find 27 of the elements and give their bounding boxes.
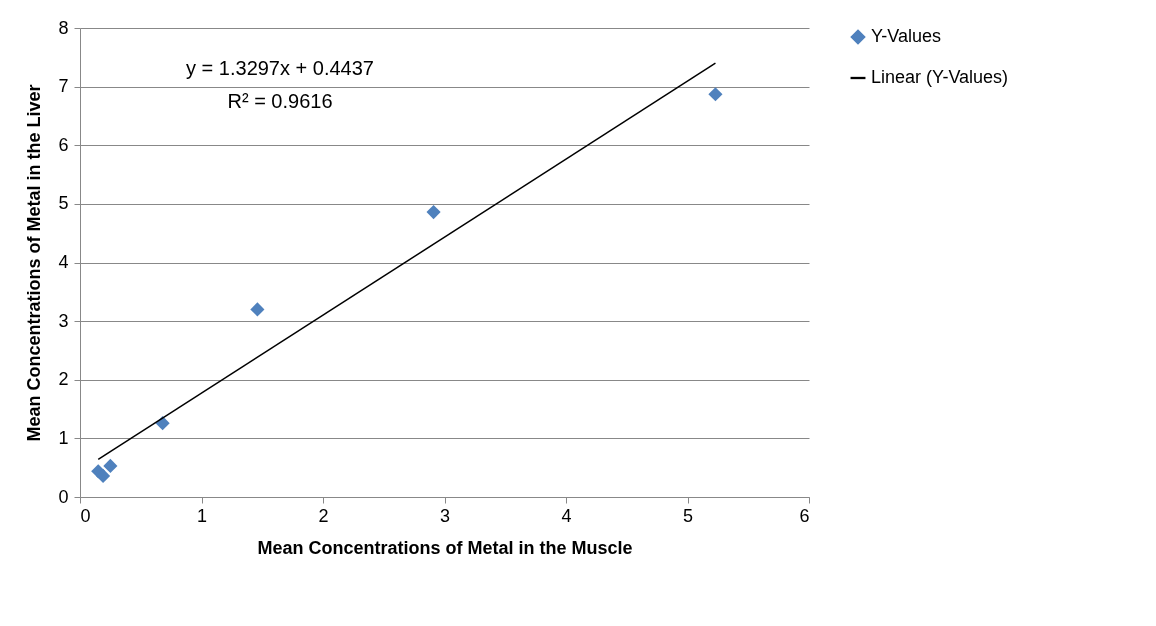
y-tick-label: 0	[58, 486, 69, 507]
y-tick-label: 6	[58, 134, 69, 155]
point	[250, 302, 265, 317]
x-tick-label: 4	[561, 505, 572, 526]
point	[96, 468, 111, 483]
x-axis-title: Mean Concentrations of Metal in the Muscle	[257, 537, 633, 558]
y-tick-label: 5	[58, 193, 69, 214]
y-tick-label: 8	[58, 17, 69, 38]
x-tick-label: 5	[682, 505, 694, 526]
legend-label: Y-Values	[871, 26, 942, 46]
x-tick-label: 3	[439, 505, 451, 526]
y-tick-label: 1	[58, 427, 69, 448]
y-tick-label: 2	[58, 369, 69, 390]
annotation: y = 1.3297x + 0.4437	[186, 57, 374, 79]
point	[426, 205, 441, 220]
point	[708, 87, 723, 102]
y-tick-label: 3	[58, 310, 69, 331]
legend-label: Linear (Y-Values)	[871, 67, 1009, 87]
x-tick-label: 0	[80, 505, 91, 526]
y-tick-label: 4	[58, 252, 69, 272]
x-tick-label: 2	[318, 505, 329, 526]
annotation: R² = 0.9616	[227, 90, 333, 112]
x-tick-label: 1	[196, 505, 208, 526]
y-axis-title: Mean Concentrations of Metal in the Liver	[24, 84, 45, 442]
x-tick-label: 6	[799, 505, 810, 526]
point	[103, 458, 118, 473]
y-tick-label: 7	[58, 76, 69, 97]
